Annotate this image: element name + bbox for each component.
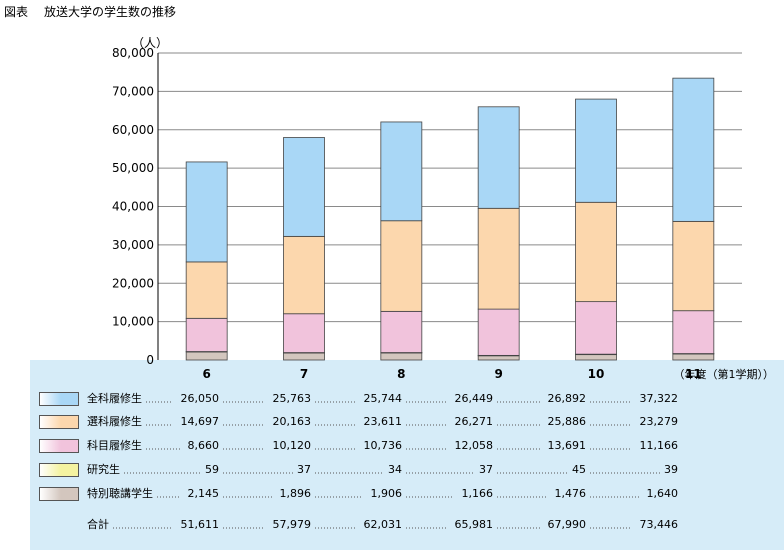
y-tick-label: 0: [146, 353, 154, 367]
bar-segment: [283, 313, 325, 353]
y-tick-label: 20,000: [112, 276, 154, 290]
y-tick-label: 60,000: [112, 123, 154, 137]
x-tick-label: 11: [685, 367, 702, 381]
x-tick-label: 6: [202, 367, 210, 381]
bar-segment: [283, 352, 325, 361]
bar-segment: [380, 220, 423, 312]
bar-segment: [380, 352, 423, 361]
bar-segment: [672, 310, 715, 354]
bar-segment: [283, 235, 325, 315]
figure-label: 図表: [4, 5, 29, 19]
bar-segment: [283, 137, 325, 237]
y-tick-label: 40,000: [112, 200, 154, 214]
bar-segment: [477, 106, 520, 209]
y-tick-label: 50,000: [112, 161, 154, 175]
bar-segment: [575, 353, 617, 361]
bar-segment: [477, 207, 520, 310]
x-tick-label: 10: [588, 367, 605, 381]
chart-title: 図表 放送大学の学生数の推移: [4, 3, 176, 20]
y-tick-label: 30,000: [112, 238, 154, 252]
data-table-panel: [30, 360, 784, 550]
y-axis-label: （人）: [132, 36, 168, 50]
bar-segment: [477, 308, 520, 356]
x-axis-label: （年度（第1学期））: [674, 367, 775, 381]
bar-segment: [380, 310, 423, 353]
bar-segment: [185, 317, 228, 352]
bar-segment: [672, 353, 715, 361]
x-tick-label: 7: [300, 367, 308, 381]
y-tick-label: 10,000: [112, 315, 154, 329]
bar-segment: [672, 77, 715, 222]
bar-segment: [185, 261, 228, 319]
bar-segment: [575, 98, 617, 203]
bar-segment: [575, 301, 617, 355]
bar-segment: [185, 351, 228, 361]
bar-segment: [380, 121, 423, 222]
y-tick-label: 70,000: [112, 84, 154, 98]
x-tick-label: 8: [397, 367, 405, 381]
figure-subtitle: 放送大学の学生数の推移: [44, 5, 177, 19]
bar-segment: [575, 201, 617, 303]
x-tick-label: 9: [494, 367, 502, 381]
bar-segment: [185, 161, 228, 263]
y-tick-label: 80,000: [112, 46, 154, 60]
bar-segment: [672, 220, 715, 312]
